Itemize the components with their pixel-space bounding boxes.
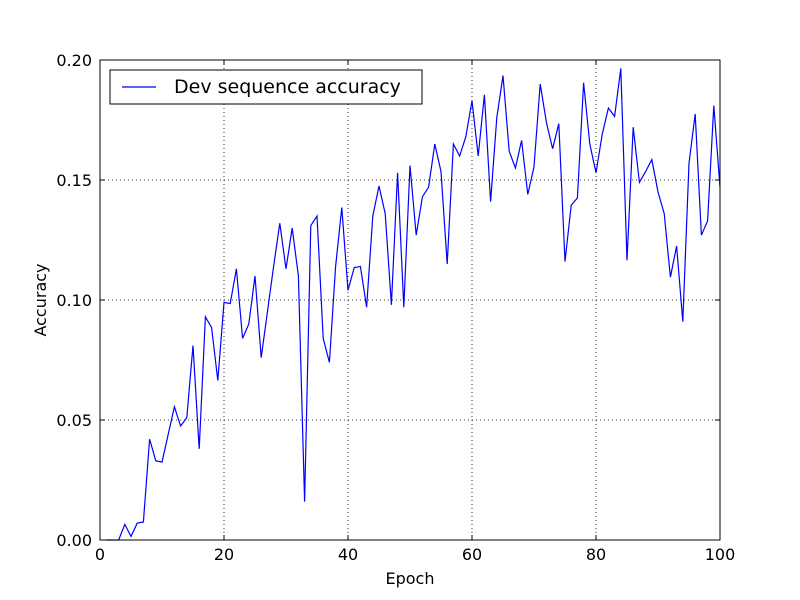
legend-label: Dev sequence accuracy bbox=[174, 76, 401, 98]
legend-box bbox=[109, 69, 423, 105]
y-tick-label: 0.20 bbox=[56, 51, 92, 70]
x-tick-label: 20 bbox=[214, 545, 234, 564]
y-tick-label: 0.15 bbox=[56, 171, 92, 190]
x-tick-label: 0 bbox=[95, 545, 105, 564]
y-axis-title: Accuracy bbox=[31, 263, 50, 336]
x-tick-label: 80 bbox=[586, 545, 606, 564]
x-tick-labels: 0 20 40 60 80 100 bbox=[95, 545, 735, 564]
grid-lines bbox=[100, 60, 720, 540]
y-tick-label: 0.05 bbox=[56, 411, 92, 430]
x-tick-label: 100 bbox=[705, 545, 736, 564]
series-line-0 bbox=[106, 68, 721, 541]
x-axis-title: Epoch bbox=[386, 569, 435, 588]
tick-marks bbox=[99, 59, 721, 541]
x-tick-label: 60 bbox=[462, 545, 482, 564]
legend: Dev sequence accuracy bbox=[109, 69, 423, 105]
y-tick-label: 0.00 bbox=[56, 531, 92, 550]
x-tick-label: 40 bbox=[338, 545, 358, 564]
y-tick-label: 0.10 bbox=[56, 291, 92, 310]
series-layer bbox=[106, 68, 721, 541]
y-tick-labels: 0.00 0.05 0.10 0.15 0.20 bbox=[56, 51, 92, 550]
